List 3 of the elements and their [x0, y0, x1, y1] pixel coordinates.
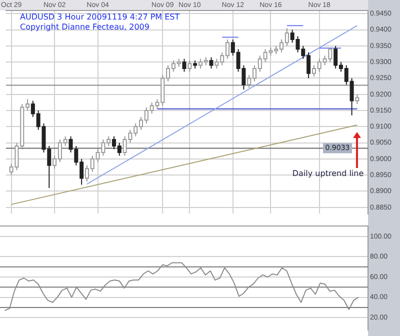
- annotation: Daily uptrend line: [292, 168, 364, 178]
- text: Copyright Dianne Fecteau, 2009: [20, 22, 150, 32]
- chart-title: AUDUSD 3 Hour 20091119 4:27 PM EST: [20, 12, 180, 22]
